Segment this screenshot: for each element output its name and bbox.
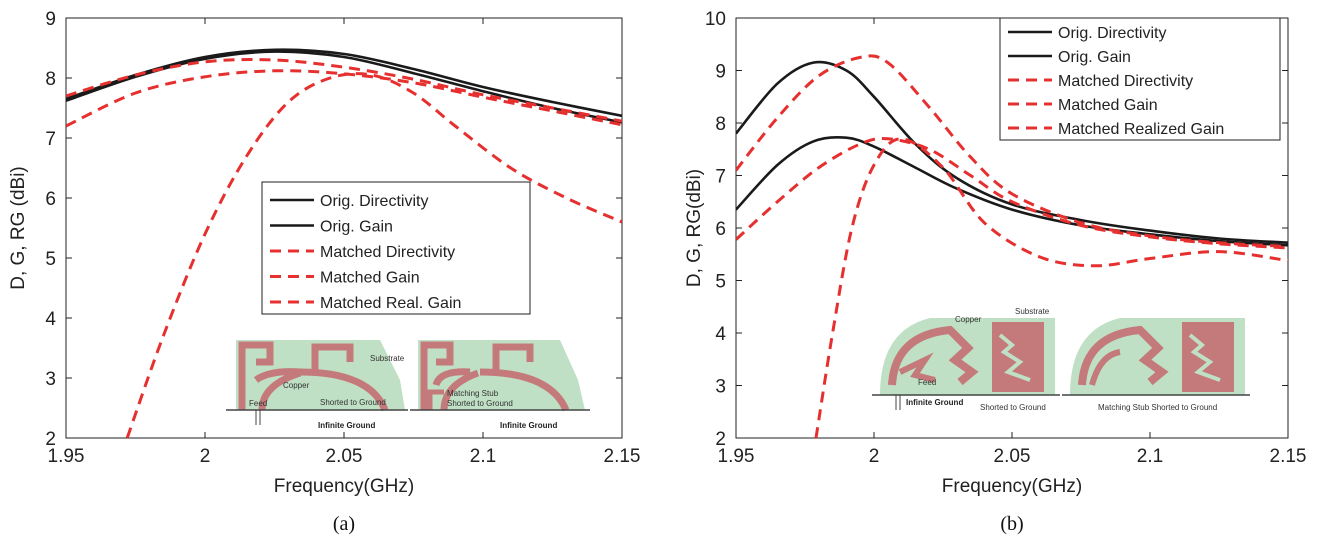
inset-a-stub-label: Matching Stub xyxy=(447,389,499,398)
y-tick-label: 3 xyxy=(715,377,726,398)
series-line-5 xyxy=(125,72,622,438)
chart-a-caption: (a) xyxy=(333,513,355,535)
x-tick-label: 2 xyxy=(869,446,880,467)
x-tick-label: 2.1 xyxy=(1137,446,1163,467)
inset-a-substrate-label: Substrate xyxy=(370,354,405,363)
inset-a-left-antenna: Substrate Copper Feed Shorted to Ground … xyxy=(226,340,408,430)
inset-b-left-antenna: Copper Substrate Feed Infinite Ground Sh… xyxy=(872,307,1060,412)
chart-a-ylabel: D, G, RG (dBi) xyxy=(8,166,29,290)
inset-a-right-ground-label: Infinite Ground xyxy=(500,421,557,430)
inset-a-right-shorted-label: Shorted to Ground xyxy=(447,399,513,408)
y-tick-label: 7 xyxy=(715,167,726,188)
inset-a-feed-label: Feed xyxy=(249,399,267,408)
inset-a-right-antenna: Matching Stub Shorted to Ground Infinite… xyxy=(410,340,590,430)
chart-a-series xyxy=(66,48,622,438)
chart-b-legend: Orig. Directivity Orig. Gain Matched Direc… xyxy=(999,17,1281,141)
inset-b-feed-label: Feed xyxy=(918,378,936,387)
y-tick-label: 2 xyxy=(715,429,726,450)
chart-a-legend: Orig. Directivity Orig. Gain Matched Direc… xyxy=(261,181,531,315)
inset-b-copper-label: Copper xyxy=(955,315,982,324)
chart-b-series xyxy=(736,54,1288,438)
legend-label: Matched Realized Gain xyxy=(1058,121,1224,138)
y-tick-label: 9 xyxy=(715,62,726,83)
x-tick-label: 2.1 xyxy=(470,446,496,467)
inset-a-copper-label: Copper xyxy=(283,381,310,390)
series-line-3 xyxy=(66,58,622,123)
legend-label: Matched Real. Gain xyxy=(320,295,461,312)
x-tick-label: 2.15 xyxy=(1270,446,1307,467)
inset-b-ground-label: Infinite Ground xyxy=(906,398,963,407)
y-tick-label: 4 xyxy=(45,309,56,330)
chart-b-xlabel: Frequency(GHz) xyxy=(942,476,1082,497)
chart-a-antenna-inset: Substrate Copper Feed Shorted to Ground … xyxy=(226,340,590,430)
y-tick-label: 2 xyxy=(45,429,56,450)
x-tick-label: 2 xyxy=(200,446,211,467)
y-tick-label: 8 xyxy=(45,69,56,90)
series-line-4 xyxy=(736,137,1288,250)
chart-b-antenna-inset: Copper Substrate Feed Infinite Ground Sh… xyxy=(872,307,1250,412)
series-line-5 xyxy=(814,137,1288,438)
inset-a-ground-label: Infinite Ground xyxy=(318,421,375,430)
chart-b-caption: (b) xyxy=(1000,513,1023,535)
series-line-4 xyxy=(66,69,622,128)
x-tick-label: 2.15 xyxy=(604,446,641,467)
series-line-2 xyxy=(736,135,1288,247)
legend-label: Matched Gain xyxy=(320,270,420,287)
y-tick-label: 7 xyxy=(45,129,56,150)
y-tick-label: 9 xyxy=(45,9,56,30)
y-tick-label: 6 xyxy=(45,189,56,210)
legend-label: Matched Gain xyxy=(1058,97,1158,114)
legend-label: Matched Directivity xyxy=(1058,73,1193,90)
y-tick-label: 3 xyxy=(45,369,56,390)
y-tick-label: 6 xyxy=(715,219,726,240)
inset-b-right-antenna: Matching Stub Shorted to Ground xyxy=(1062,318,1250,412)
legend-label: Orig. Directivity xyxy=(320,193,428,210)
x-tick-label: 1.95 xyxy=(718,446,755,467)
chart-a-xlabel: Frequency(GHz) xyxy=(274,476,414,497)
legend-label: Orig. Gain xyxy=(1058,49,1131,66)
y-tick-label: 10 xyxy=(705,9,726,30)
legend-label: Orig. Directivity xyxy=(1058,25,1166,42)
x-tick-label: 1.95 xyxy=(48,446,85,467)
x-tick-label: 2.05 xyxy=(326,446,363,467)
inset-b-shorted-label: Shorted to Ground xyxy=(980,403,1046,412)
y-tick-label: 5 xyxy=(715,272,726,293)
legend-label: Orig. Gain xyxy=(320,219,393,236)
inset-b-right-label: Matching Stub Shorted to Ground xyxy=(1098,403,1217,412)
y-tick-label: 5 xyxy=(45,249,56,270)
inset-b-substrate-label: Substrate xyxy=(1015,307,1050,316)
legend-label: Matched Directivity xyxy=(320,244,455,261)
y-tick-label: 4 xyxy=(715,324,726,345)
chart-b-ylabel: D, G, RG(dBi) xyxy=(684,169,705,287)
x-tick-label: 2.05 xyxy=(994,446,1031,467)
series-line-1 xyxy=(736,60,1288,244)
y-tick-label: 8 xyxy=(715,114,726,135)
inset-a-shorted-label: Shorted to Ground xyxy=(320,398,386,407)
series-line-3 xyxy=(736,54,1288,248)
